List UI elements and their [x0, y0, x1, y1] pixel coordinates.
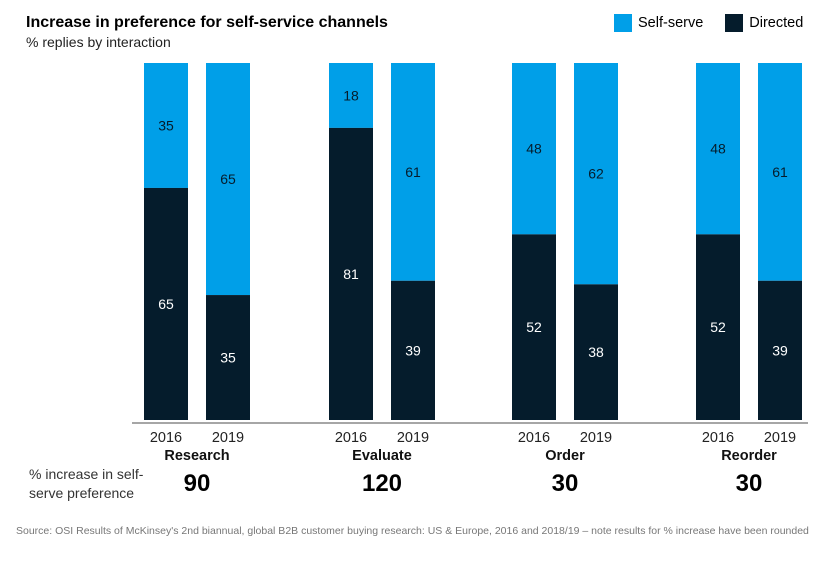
bar-self-serve-research-2016 [144, 63, 188, 188]
bar-self-serve-order-2019 [574, 63, 618, 285]
data-label-directed-reorder-2019: 39 [772, 342, 788, 358]
group-label-research: Research [164, 448, 229, 464]
chart-subtitle: % replies by interaction [26, 34, 171, 50]
bar-directed-research-2019 [206, 295, 250, 420]
data-label-directed-order-2019: 38 [588, 344, 604, 360]
data-label-self-serve-order-2016: 48 [526, 141, 542, 157]
increase-row-label-line2: serve preference [29, 485, 135, 501]
bar-directed-order-2019 [574, 284, 618, 420]
data-label-directed-reorder-2016: 52 [710, 319, 726, 335]
legend-swatch-directed [725, 14, 744, 32]
x-tick-year-reorder-2016: 2016 [702, 430, 734, 446]
bar-self-serve-evaluate-2016 [329, 63, 373, 128]
increase-value-order: 30 [552, 470, 579, 497]
legend: Self-serve Directed [614, 14, 803, 32]
bar-directed-research-2016 [144, 187, 188, 420]
legend-item-self-serve: Self-serve [614, 14, 703, 32]
data-label-directed-research-2019: 35 [220, 350, 236, 366]
legend-swatch-self-serve [614, 14, 632, 32]
chart-title: Increase in preference for self-service … [26, 14, 388, 31]
increase-value-reorder: 30 [736, 470, 763, 497]
data-label-self-serve-reorder-2016: 48 [710, 141, 726, 157]
data-label-self-serve-order-2019: 62 [588, 166, 604, 182]
bar-self-serve-reorder-2019 [758, 63, 802, 281]
legend-label-directed: Directed [749, 15, 804, 31]
bar-self-serve-order-2016 [512, 63, 556, 235]
data-label-directed-research-2016: 65 [158, 296, 174, 312]
data-label-self-serve-evaluate-2016: 18 [343, 87, 359, 103]
group-label-reorder: Reorder [721, 448, 777, 464]
x-tick-year-reorder-2019: 2019 [764, 430, 796, 446]
x-tick-year-research-2016: 2016 [150, 430, 182, 446]
increase-value-evaluate: 120 [362, 470, 402, 497]
data-label-self-serve-research-2019: 65 [220, 171, 236, 187]
legend-label-self-serve: Self-serve [638, 15, 704, 31]
data-label-directed-evaluate-2016: 81 [343, 266, 359, 282]
bar-directed-reorder-2016 [696, 234, 740, 420]
data-label-self-serve-evaluate-2019: 61 [405, 164, 421, 180]
bar-self-serve-research-2019 [206, 63, 250, 296]
data-label-self-serve-research-2016: 35 [158, 117, 174, 133]
x-tick-year-order-2019: 2019 [580, 430, 612, 446]
bar-directed-evaluate-2019 [391, 280, 435, 420]
x-tick-year-research-2019: 2019 [212, 430, 244, 446]
source-note: Source: OSI Results of McKinsey's 2nd bi… [16, 525, 809, 537]
bar-self-serve-evaluate-2019 [391, 63, 435, 281]
x-tick-year-evaluate-2016: 2016 [335, 430, 367, 446]
bar-self-serve-reorder-2016 [696, 63, 740, 235]
bar-directed-order-2016 [512, 234, 556, 420]
increase-row-label-line1: % increase in self- [29, 466, 144, 482]
bar-directed-reorder-2019 [758, 280, 802, 420]
x-tick-year-evaluate-2019: 2019 [397, 430, 429, 446]
data-label-self-serve-reorder-2019: 61 [772, 164, 788, 180]
x-tick-year-order-2016: 2016 [518, 430, 550, 446]
legend-item-directed: Directed [725, 14, 803, 32]
bar-directed-evaluate-2016 [329, 127, 373, 420]
increase-value-research: 90 [184, 470, 211, 497]
group-label-order: Order [545, 448, 585, 464]
data-label-directed-evaluate-2019: 39 [405, 342, 421, 358]
data-label-directed-order-2016: 52 [526, 319, 542, 335]
increase-row-label: % increase in self- serve preference [29, 465, 159, 503]
group-label-evaluate: Evaluate [352, 448, 412, 464]
